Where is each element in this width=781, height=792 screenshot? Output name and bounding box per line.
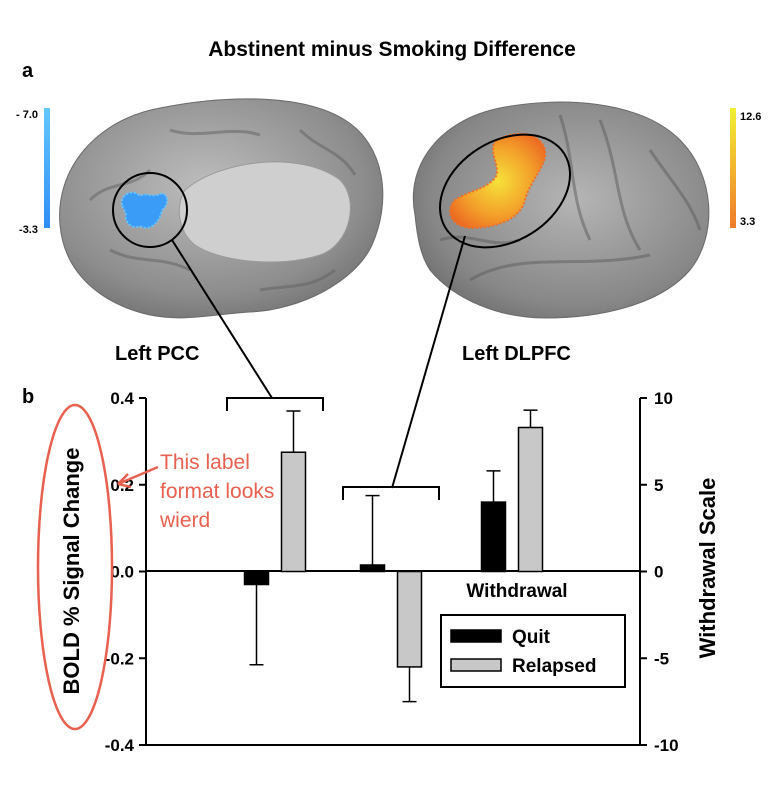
colorbar-left: - 7.0 -3.3 <box>16 108 50 236</box>
colorbar-right-gradient <box>730 108 736 228</box>
colorbar-left-gradient <box>44 108 50 228</box>
pcc-highlight-circle <box>112 172 188 248</box>
pcc-activation-blob <box>120 191 168 229</box>
annotation-arrow <box>117 465 159 489</box>
brain-lateral-sulci <box>439 114 702 282</box>
colorbar-right-bottom-label: 3.3 <box>740 216 755 228</box>
bar-quit <box>243 570 270 586</box>
corpus-callosum <box>178 161 351 263</box>
bracket-dlpfc <box>342 486 440 500</box>
brain-lateral-view <box>412 101 710 319</box>
dlpfc-activation-blob <box>449 132 547 230</box>
figure-title: Abstinent minus Smoking Difference <box>208 38 576 61</box>
y-tick-label-left: 0.4 <box>110 389 134 408</box>
bracket-pcc <box>226 397 324 411</box>
y-tick-label-right: 0 <box>654 563 663 582</box>
annotation-line-3: wierd <box>159 509 210 532</box>
legend-box <box>440 614 626 688</box>
annotation-ellipse <box>36 403 114 731</box>
connector-dlpfc <box>391 235 466 489</box>
region-label-pcc: Left PCC <box>115 343 199 365</box>
brain-medial-view <box>59 98 384 319</box>
reviewer-annotation: This label format looks wierd <box>36 403 274 731</box>
brain-lateral-surface <box>412 101 710 319</box>
y-ticks-left: 0.40.20.0-0.2-0.4 <box>105 389 146 755</box>
colorbar-right: 12.6 3.3 <box>730 108 761 228</box>
legend: Quit Relapsed <box>440 614 626 688</box>
y-tick-label-left: -0.4 <box>105 736 135 755</box>
brain-medial-sulci <box>88 128 357 292</box>
panel-label-b: b <box>22 386 34 408</box>
y-ticks-right: 10 5 0 -5 -10 <box>640 389 679 755</box>
bar-relapsed <box>396 570 423 668</box>
panel-label-a: a <box>22 60 34 82</box>
connector-pcc <box>171 239 273 399</box>
annotation-line-1: This label <box>160 451 250 474</box>
y-tick-label-left: -0.2 <box>105 649 134 668</box>
bar-relapsed <box>280 451 307 573</box>
colorbar-left-bottom-label: -3.3 <box>19 224 38 236</box>
colorbar-left-top-label: - 7.0 <box>16 109 38 121</box>
category-label-withdrawal: Withdrawal <box>466 581 567 602</box>
y-tick-label-right: -10 <box>654 736 679 755</box>
legend-swatch-relapsed <box>450 658 502 672</box>
legend-label-quit: Quit <box>512 627 551 648</box>
dlpfc-highlight-ellipse <box>438 133 572 249</box>
y-axis-label-right: Withdrawal Scale <box>695 478 720 659</box>
legend-label-relapsed: Relapsed <box>512 656 596 677</box>
bar-quit <box>480 501 507 573</box>
colorbar-right-top-label: 12.6 <box>740 111 761 123</box>
bars <box>243 409 544 703</box>
annotation-line-2: format looks <box>160 480 274 503</box>
y-tick-label-left: 0.0 <box>110 563 134 582</box>
region-label-dlpfc: Left DLPFC <box>462 343 571 365</box>
y-tick-label-right: 10 <box>654 389 673 408</box>
bar-relapsed <box>517 426 544 573</box>
y-tick-label-right: -5 <box>654 649 669 668</box>
legend-swatch-quit <box>450 629 502 643</box>
y-axis-label-left: BOLD % Signal Change <box>59 448 84 695</box>
bar-quit <box>359 564 386 573</box>
y-tick-label-right: 5 <box>654 476 663 495</box>
